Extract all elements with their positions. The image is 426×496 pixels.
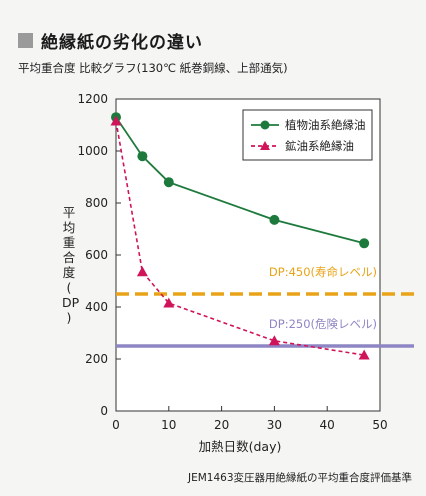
data-point [269, 214, 280, 225]
chart-subtitle: 平均重合度 比較グラフ(130℃ 紙巻銅線、上部通気) [18, 61, 288, 75]
legend-marker-1 [260, 141, 270, 150]
reference-label-1: DP:250(危険レベル) [269, 317, 377, 331]
y-tick-label: 200 [85, 352, 108, 366]
x-tick-label: 10 [161, 418, 176, 432]
data-point [137, 151, 148, 162]
y-tick-label: 1200 [77, 92, 108, 106]
legend-label-1: 鉱油系絶縁油 [285, 139, 354, 153]
y-axis-label: 平均重合度(DP) [62, 205, 80, 325]
legend-box [242, 109, 373, 161]
legend-label-0: 植物油系絶縁油 [285, 118, 366, 132]
reference-label-0: DP:450(寿命レベル) [269, 265, 377, 279]
x-tick-label: 40 [320, 418, 335, 432]
x-tick-label: 50 [372, 418, 387, 432]
x-tick-label: 30 [267, 418, 282, 432]
data-point [358, 349, 370, 360]
data-point [110, 115, 122, 126]
page-title: 絶縁紙の劣化の違い [41, 33, 203, 53]
y-tick-label: 800 [85, 196, 108, 210]
legend-marker-0 [260, 120, 270, 130]
footer-note: JEM1463変圧器用絶縁紙の平均重合度評価基準 [187, 472, 412, 484]
title-row: 絶縁紙の劣化の違い [18, 28, 203, 53]
data-point [136, 266, 148, 277]
y-tick-label: 400 [85, 300, 108, 314]
data-point [163, 177, 174, 188]
x-tick-label: 0 [112, 418, 120, 432]
x-tick-label: 20 [214, 418, 229, 432]
data-point [359, 238, 370, 249]
title-square-icon [18, 33, 33, 48]
y-tick-label: 1000 [77, 144, 108, 158]
series-line-1 [115, 120, 365, 356]
y-tick-label: 0 [100, 404, 108, 418]
y-tick-label: 600 [85, 248, 108, 262]
data-point [268, 335, 280, 346]
data-point [163, 297, 175, 308]
x-axis-label: 加熱日数(day) [199, 439, 282, 454]
